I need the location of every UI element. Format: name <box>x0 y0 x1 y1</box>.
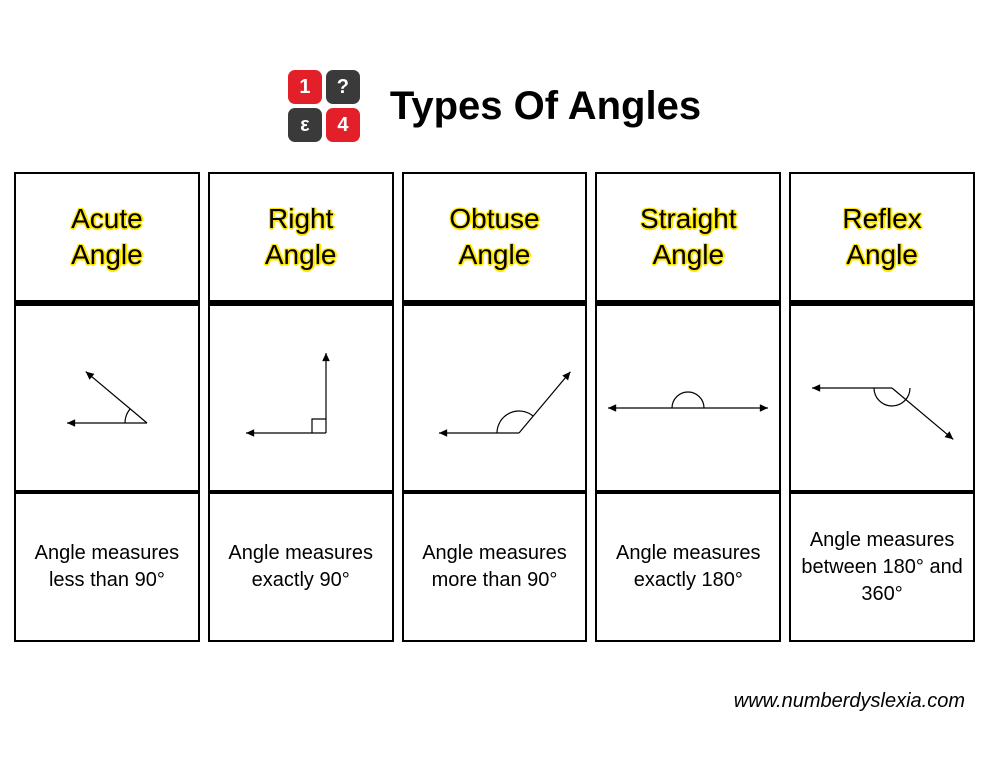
obtuse-angle-icon <box>409 313 579 483</box>
acute-description: Angle measures less than 90° <box>14 492 200 642</box>
obtuse-description: Angle measures more than 90° <box>402 492 588 642</box>
column-obtuse: ObtuseAngle Angle measures more than 90° <box>402 172 588 642</box>
logo-cell-3: ε <box>288 108 322 142</box>
right-heading: RightAngle <box>208 172 394 302</box>
straight-description: Angle measures exactly 180° <box>595 492 781 642</box>
column-acute: AcuteAngle Angle measures less than 90° <box>14 172 200 642</box>
acute-diagram <box>14 302 200 492</box>
straight-heading: StraightAngle <box>595 172 781 302</box>
obtuse-diagram <box>402 302 588 492</box>
angles-grid: AcuteAngle Angle measures less than 90°R… <box>0 172 989 642</box>
reflex-angle-icon <box>797 313 967 483</box>
logo-cell-2: ? <box>326 70 360 104</box>
column-reflex: ReflexAngle Angle measures between 180° … <box>789 172 975 642</box>
acute-angle-icon <box>22 313 192 483</box>
reflex-description: Angle measures between 180° and 360° <box>789 492 975 642</box>
column-straight: StraightAngle Angle measures exactly 180… <box>595 172 781 642</box>
reflex-diagram <box>789 302 975 492</box>
logo-cell-4: 4 <box>326 108 360 142</box>
logo-icon: 1 ? ε 4 <box>288 70 360 142</box>
right-description: Angle measures exactly 90° <box>208 492 394 642</box>
obtuse-heading: ObtuseAngle <box>402 172 588 302</box>
right-diagram <box>208 302 394 492</box>
footer-attribution: www.numberdyslexia.com <box>734 690 965 713</box>
page-title: Types Of Angles <box>390 84 701 129</box>
reflex-heading: ReflexAngle <box>789 172 975 302</box>
header: 1 ? ε 4 Types Of Angles <box>0 0 989 172</box>
column-right: RightAngle Angle measures exactly 90° <box>208 172 394 642</box>
acute-heading: AcuteAngle <box>14 172 200 302</box>
logo-cell-1: 1 <box>288 70 322 104</box>
straight-angle-icon <box>603 313 773 483</box>
straight-diagram <box>595 302 781 492</box>
right-angle-icon <box>216 313 386 483</box>
